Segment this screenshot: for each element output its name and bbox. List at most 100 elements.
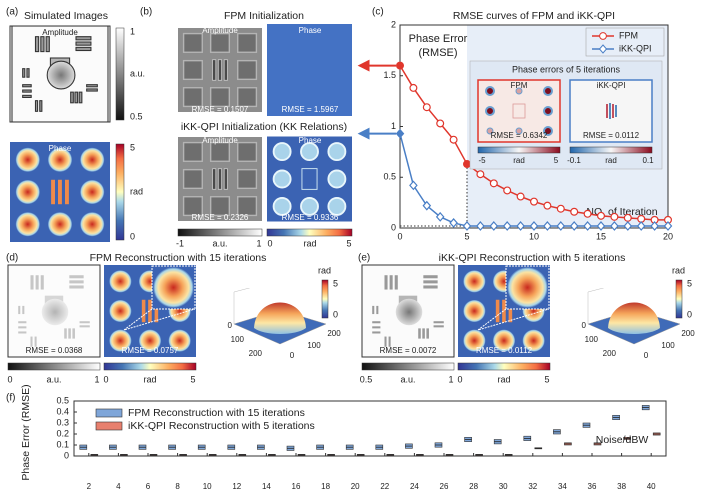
- y-tick-label: 1.5: [383, 70, 396, 80]
- y-axis-label: Phase Error (RMSE): [20, 384, 32, 480]
- colorbar: [104, 363, 196, 370]
- y-tick-label: 0: [391, 222, 396, 232]
- rmse-label: RMSE = 1.5967: [282, 105, 339, 114]
- axis-tick-label: 0: [290, 351, 295, 360]
- colorbar: [116, 144, 124, 240]
- marker: [557, 205, 564, 212]
- colorbar: [178, 229, 262, 236]
- colorbar: [362, 363, 454, 370]
- x-tick-label: 15: [596, 231, 606, 241]
- marker: [504, 187, 511, 194]
- y-tick-label: 0.5: [383, 172, 396, 182]
- colorbar-label: 5: [333, 278, 338, 288]
- marker: [517, 193, 524, 200]
- legend-label: iKK-QPI Reconstruction with 5 iterations: [128, 420, 315, 432]
- image-label: iKK-QPI: [597, 81, 626, 90]
- legend-label: FPM Reconstruction with 15 iterations: [128, 407, 305, 419]
- legend-swatch: [96, 409, 122, 417]
- axis-tick-label: 100: [585, 335, 599, 344]
- figure: (a) (b) (c) (d) (e) (f) Simulated Images…: [0, 0, 701, 492]
- amplitude-image: [8, 265, 100, 357]
- x-tick-label: 20: [351, 482, 360, 491]
- x-tick-label: 34: [558, 482, 567, 491]
- amplitude-image: [12, 26, 108, 122]
- x-tick-label: 26: [440, 482, 449, 491]
- marker: [464, 161, 471, 168]
- surface-plot: [588, 280, 680, 344]
- rmse-label: RMSE = 0.2326: [192, 213, 249, 222]
- marker: [624, 214, 631, 221]
- panel-label: (f): [6, 393, 15, 404]
- colorbar-label: 0: [687, 309, 692, 319]
- rmse-label: RMSE = 0.0368: [26, 346, 83, 355]
- x-tick-label: 4: [116, 482, 121, 491]
- x-tick-label: 30: [499, 482, 508, 491]
- surface-plot: [234, 280, 326, 344]
- zoom-inset: [152, 266, 195, 309]
- panel-title: FPM Reconstruction with 15 iterations: [90, 252, 267, 264]
- colorbar-label: rad: [318, 265, 331, 275]
- colorbar: [458, 363, 550, 370]
- colorbar-label: a.u.: [46, 374, 61, 384]
- colorbar-label: 0: [130, 231, 135, 241]
- panel-label: (e): [358, 253, 370, 264]
- phase-image: [267, 24, 352, 116]
- rmse-label: RMSE = 0.0112: [476, 346, 533, 355]
- colorbar: [267, 229, 352, 236]
- axis-tick-label: 0: [582, 321, 587, 330]
- colorbar-label: 5: [687, 278, 692, 288]
- legend-marker: [600, 33, 607, 40]
- x-tick-label: 38: [617, 482, 626, 491]
- marker: [611, 213, 618, 220]
- panel-label: (d): [6, 253, 18, 264]
- colorbar-label: 0.1: [642, 156, 654, 165]
- colorbar-label: rad: [303, 238, 316, 248]
- colorbar-label: 1: [448, 374, 453, 384]
- inset-title: Phase errors of 5 iterations: [512, 64, 621, 74]
- rmse-label: RMSE = 0.9336: [282, 213, 339, 222]
- x-tick-label: 10: [529, 231, 539, 241]
- marker: [598, 212, 605, 219]
- colorbar-label: a.u.: [212, 238, 227, 248]
- colorbar-label: 0.5: [130, 111, 143, 121]
- panel-title: iKK-QPI Initialization (KK Relations): [181, 121, 347, 133]
- rmse-label: RMSE = 0.6342: [491, 131, 548, 140]
- colorbar-label: 1: [94, 374, 99, 384]
- y-tick-label: 1: [391, 121, 396, 131]
- axis-tick-label: 100: [231, 335, 245, 344]
- panel-title: FPM Initialization: [224, 10, 304, 22]
- colorbar-label: 0: [267, 238, 272, 248]
- colorbar: [322, 280, 328, 318]
- marker: [571, 208, 578, 215]
- x-tick-label: 18: [321, 482, 330, 491]
- x-tick-label: 20: [663, 231, 673, 241]
- colorbar-label: rad: [605, 156, 617, 165]
- x-tick-label: 5: [464, 231, 469, 241]
- colorbar-label: 0: [7, 374, 12, 384]
- colorbar-label: 0: [103, 374, 108, 384]
- colorbar-label: -0.1: [567, 156, 581, 165]
- marker: [584, 210, 591, 217]
- x-tick-label: 40: [647, 482, 656, 491]
- colorbar-label: 1: [256, 238, 261, 248]
- axis-tick-label: 200: [327, 329, 341, 338]
- y-tick-label: 0: [64, 450, 69, 460]
- amplitude-image: [362, 265, 454, 357]
- y-tick-label: 0.2: [56, 428, 69, 438]
- y-tick-label: 0.4: [56, 406, 69, 416]
- image-label: Phase: [299, 26, 322, 35]
- marker: [423, 104, 430, 111]
- axis-tick-label: 0: [228, 321, 233, 330]
- x-tick-label: 6: [146, 482, 151, 491]
- panel-label: (a): [6, 7, 18, 18]
- panel-label: (b): [140, 7, 152, 18]
- phase-image: [10, 142, 110, 242]
- colorbar-label: a.u.: [130, 68, 145, 78]
- panel-title: Simulated Images: [24, 10, 108, 22]
- x-tick-label: 24: [410, 482, 419, 491]
- zoom-inset: [506, 266, 549, 309]
- colorbar-label: rad: [130, 186, 143, 196]
- marker: [490, 180, 497, 187]
- axis-tick-label: 200: [603, 349, 617, 358]
- x-tick-label: 0: [397, 231, 402, 241]
